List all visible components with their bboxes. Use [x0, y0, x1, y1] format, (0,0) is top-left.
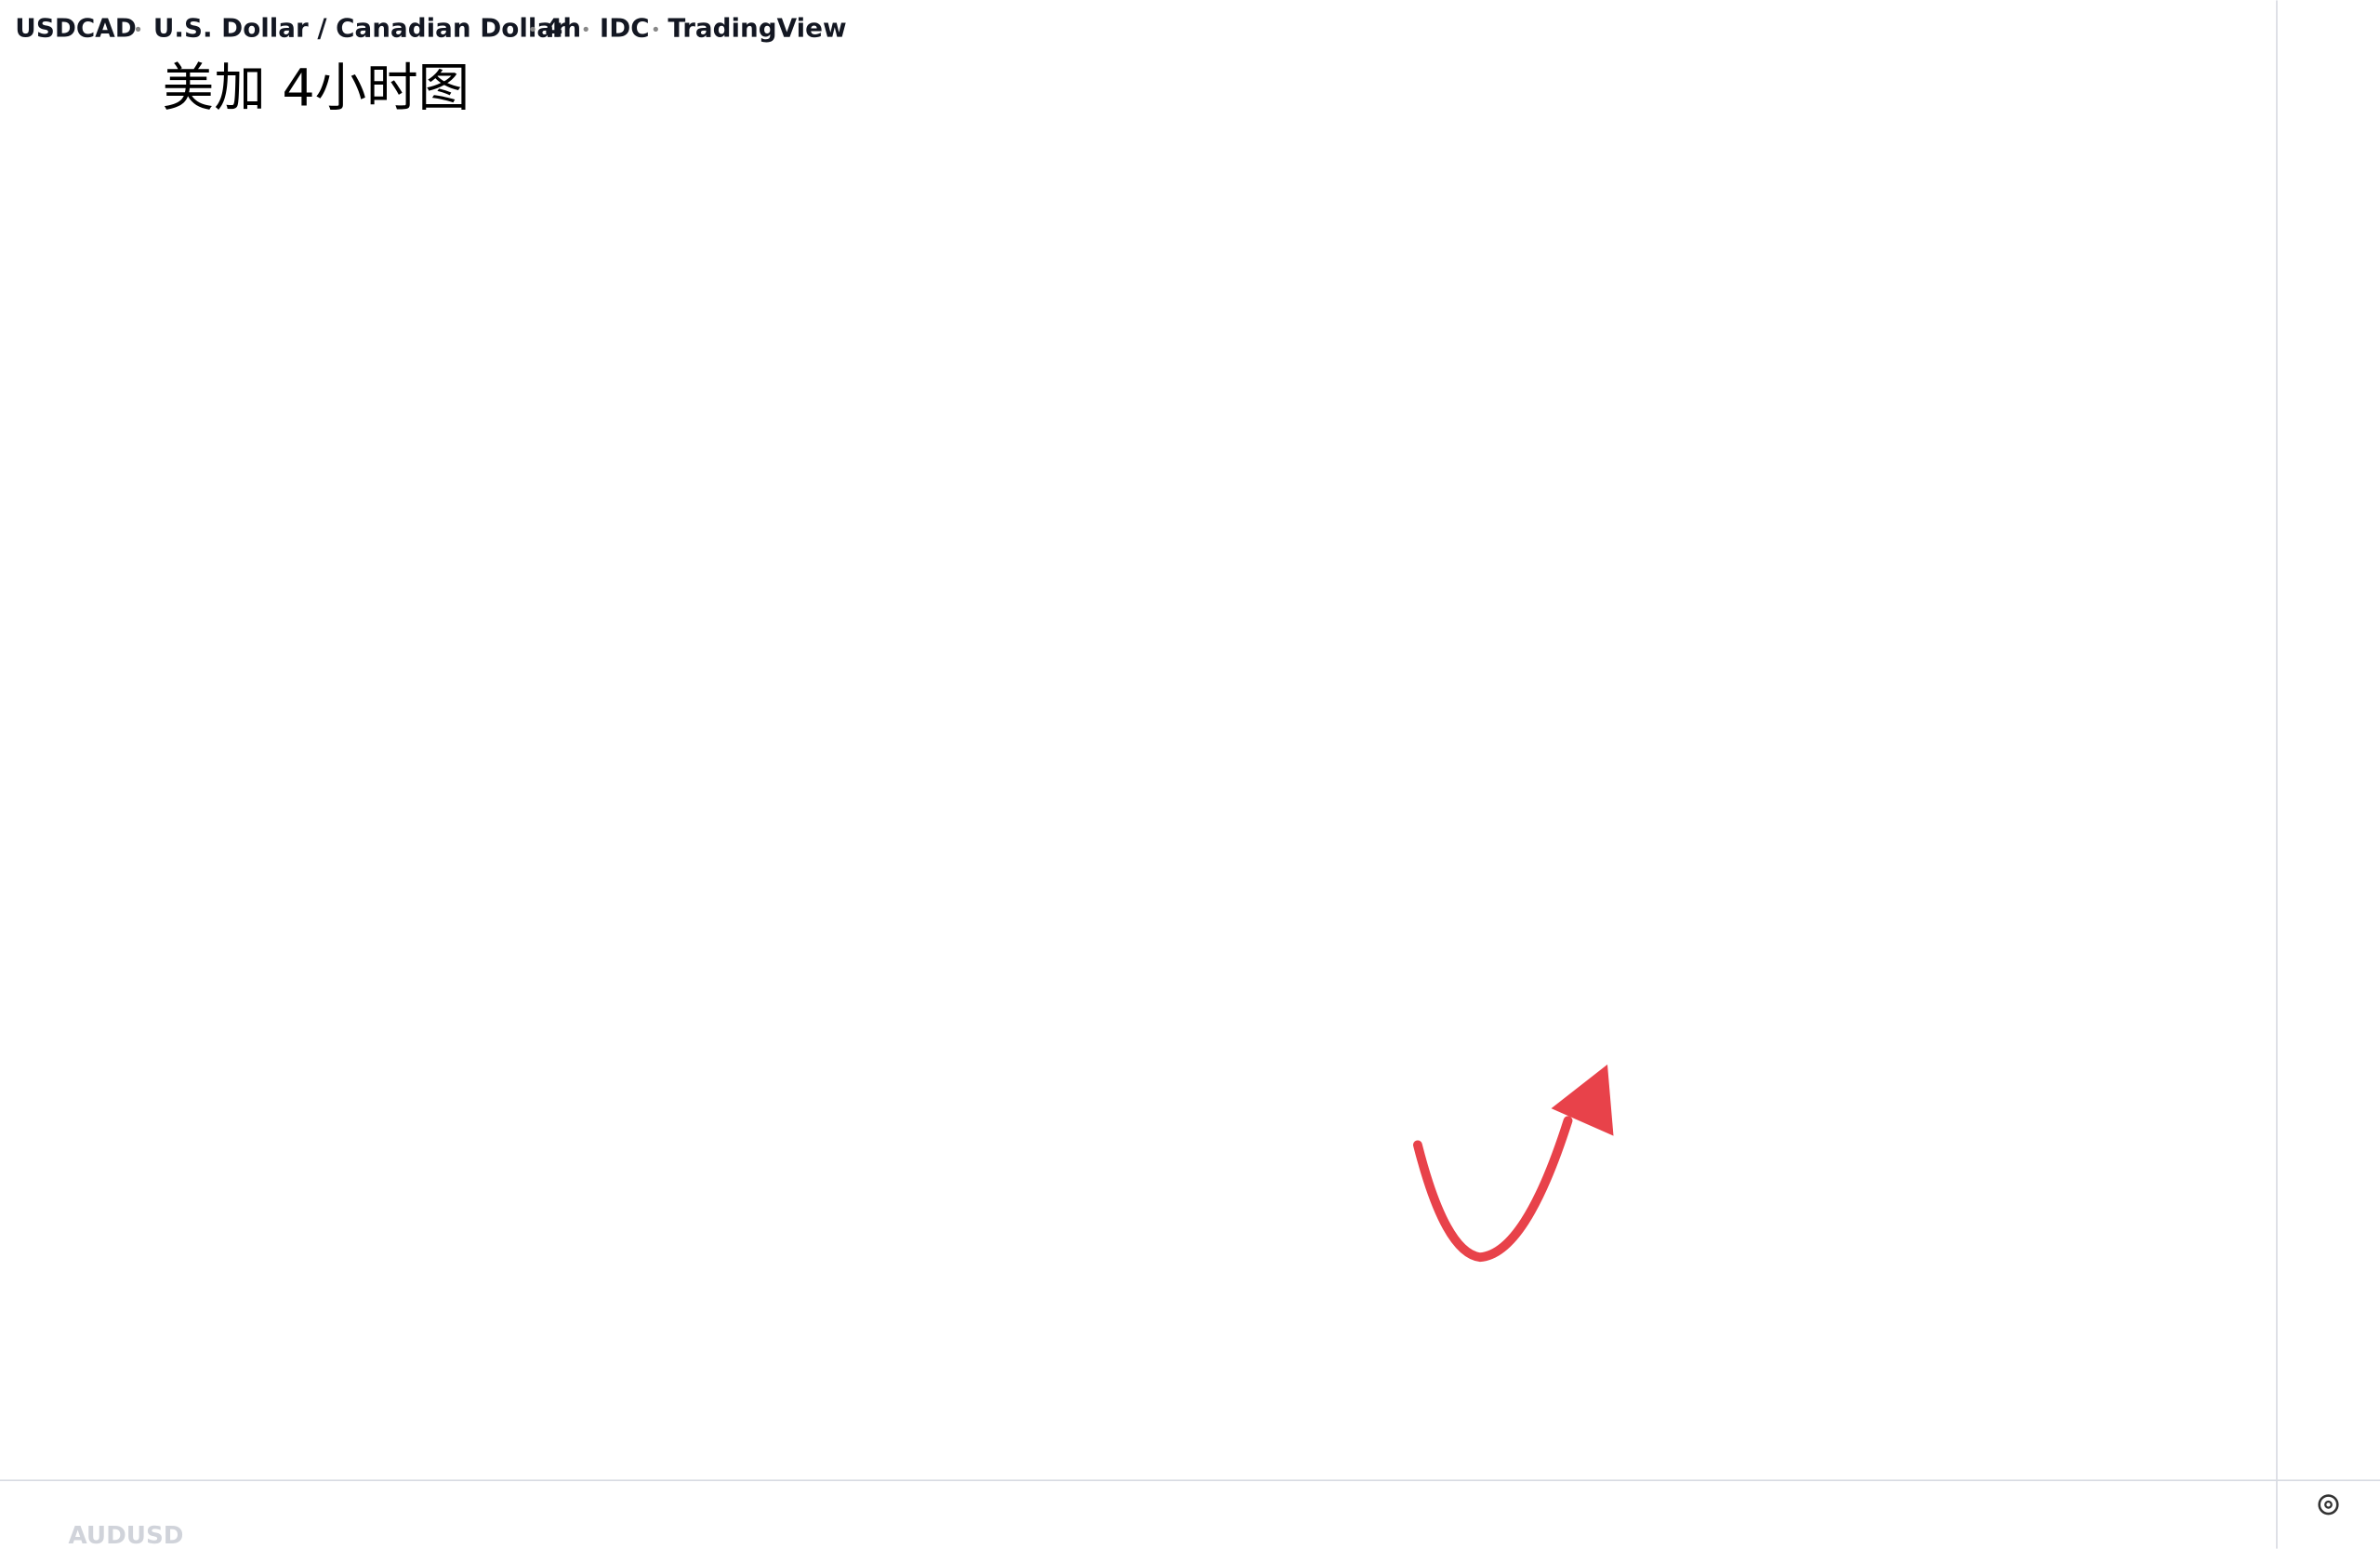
- separator: [653, 26, 658, 32]
- settings-icon[interactable]: [2318, 1494, 2339, 1516]
- chart-title: 美加 4小时图: [163, 58, 469, 118]
- separator: [583, 26, 588, 32]
- arrow: [1413, 1116, 1573, 1263]
- arrow-head: [1551, 1064, 1614, 1136]
- watermark: AUDUSD: [68, 1522, 183, 1549]
- source: IDC: [600, 12, 650, 43]
- instrument-name: U.S. Dollar / Canadian Dollar: [153, 12, 567, 43]
- separator: [135, 26, 141, 32]
- separator: [530, 26, 536, 32]
- symbol: USDCAD: [15, 12, 136, 43]
- platform: TradingView: [668, 12, 846, 43]
- interval: 4h: [545, 12, 581, 43]
